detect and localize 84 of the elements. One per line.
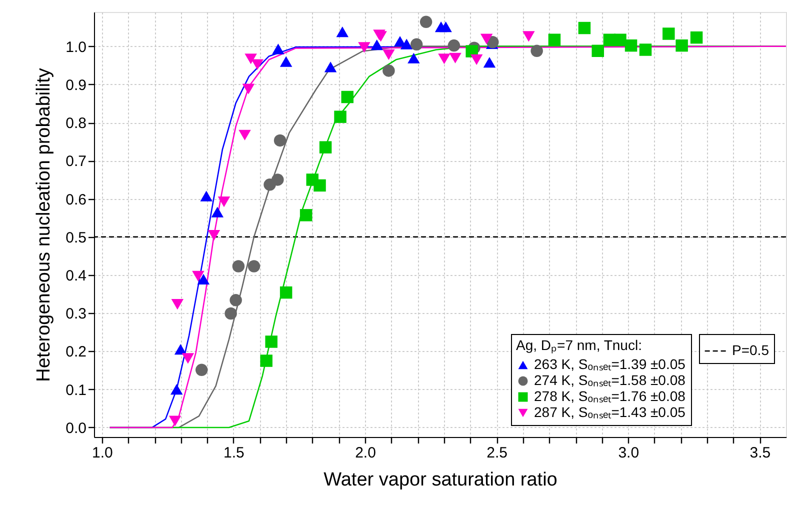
point	[324, 62, 337, 72]
x-tick-label: 3.5	[750, 444, 771, 462]
y-axis-title: Heterogeneous nucleation probability	[34, 68, 55, 382]
legend-label: 274 K, Sₒₙₛₑₜ=1.58 ±0.08	[534, 372, 686, 388]
point	[448, 39, 460, 52]
point	[336, 26, 349, 38]
point	[370, 39, 383, 50]
point	[676, 39, 688, 52]
point	[272, 174, 284, 186]
point	[530, 44, 543, 57]
point	[251, 59, 264, 70]
point	[238, 130, 251, 140]
point	[200, 190, 212, 202]
point	[314, 179, 326, 192]
legend-title: Ag, Dₚ=7 nm, Tnucl:	[516, 337, 642, 354]
x-tick-label: 2.0	[355, 444, 376, 462]
point	[218, 196, 230, 208]
y-tick-label: 0.3	[66, 306, 86, 323]
point	[522, 31, 535, 42]
legend-label: 263 K, Sₒₙₛₑₜ=1.39 ±0.05	[534, 356, 686, 372]
point	[224, 307, 237, 320]
point	[341, 90, 354, 104]
point	[578, 22, 591, 34]
y-tick-label: 0.0	[66, 420, 86, 437]
point	[548, 34, 561, 46]
y-tick-label: 0.9	[66, 76, 86, 94]
x-tick-label: 1.0	[92, 444, 113, 462]
point	[420, 16, 432, 28]
point	[382, 64, 395, 77]
point	[480, 34, 493, 44]
legend-label: P=0.5	[732, 342, 770, 358]
point	[265, 336, 278, 348]
point	[211, 206, 224, 218]
point	[410, 38, 423, 51]
point	[624, 39, 638, 52]
point	[300, 209, 312, 222]
point	[260, 354, 272, 367]
point	[449, 52, 462, 64]
point	[614, 34, 626, 46]
legend-label: 287 K, Sₒₙₛₑₜ=1.43 ±0.05	[534, 404, 686, 420]
point	[358, 42, 370, 53]
y-tick-label: 0.7	[66, 153, 86, 170]
point	[197, 274, 210, 284]
point	[244, 54, 257, 64]
point	[662, 28, 675, 40]
point	[280, 56, 292, 67]
point	[192, 270, 204, 282]
point	[483, 57, 496, 68]
point	[400, 38, 413, 50]
y-tick-label: 0.1	[66, 382, 86, 399]
point	[382, 49, 395, 60]
point	[208, 230, 220, 241]
point	[408, 52, 420, 64]
x-axis-title: Water vapor saturation ratio	[324, 470, 558, 490]
y-tick-label: 0.8	[66, 115, 86, 132]
x-tick-label: 2.5	[486, 444, 508, 462]
point	[639, 44, 652, 56]
point	[168, 416, 182, 426]
y-tick-label: 0.6	[66, 191, 86, 208]
point	[280, 286, 292, 299]
point	[195, 364, 208, 376]
x-tick-label: 1.5	[224, 444, 244, 462]
point	[230, 294, 242, 306]
point	[242, 84, 255, 94]
point	[248, 260, 260, 272]
y-tick-label: 0.4	[66, 268, 86, 285]
point	[319, 141, 332, 154]
point	[272, 44, 284, 54]
x-tick-label: 3.0	[618, 444, 640, 462]
point	[440, 22, 452, 32]
point	[690, 31, 703, 44]
point	[232, 260, 245, 272]
y-tick-label: 1.0	[66, 38, 86, 56]
point	[182, 353, 194, 364]
point	[470, 54, 483, 65]
y-tick-label: 0.5	[66, 229, 86, 246]
point	[592, 44, 604, 57]
point	[171, 299, 184, 310]
legend-label: 278 K, Sₒₙₛₑₜ=1.76 ±0.08	[534, 388, 686, 404]
point	[438, 54, 450, 64]
point	[334, 110, 346, 123]
point	[170, 384, 183, 395]
point	[274, 134, 286, 147]
y-tick-label: 0.2	[66, 344, 86, 361]
